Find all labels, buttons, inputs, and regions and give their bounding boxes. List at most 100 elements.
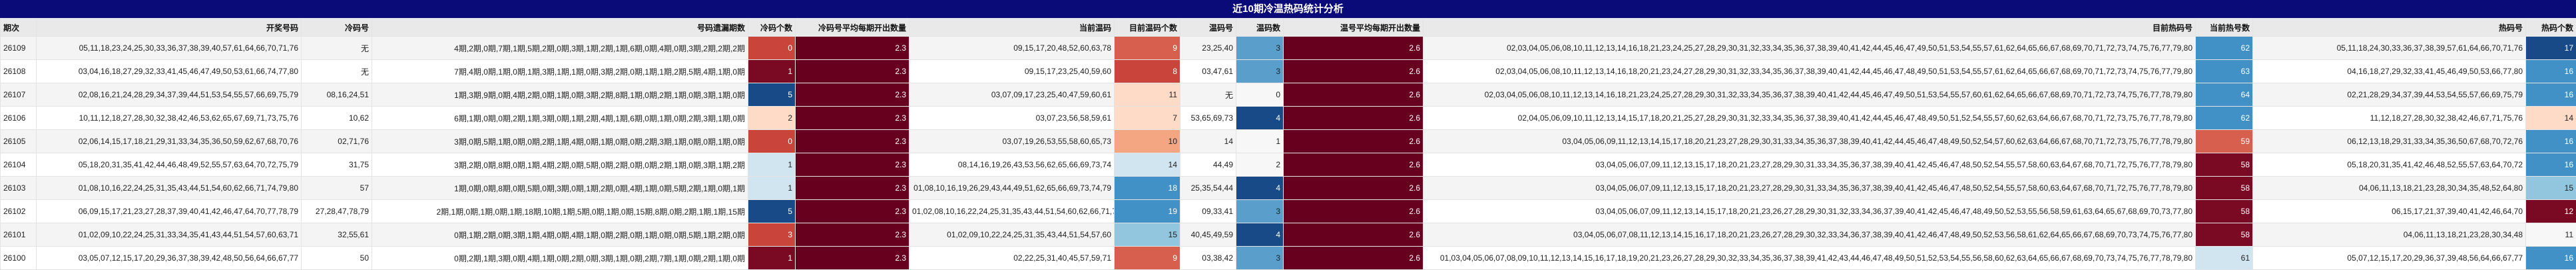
- heat-cell: 9: [1114, 246, 1180, 270]
- heat-cell: 1: [1236, 129, 1284, 153]
- heat-cell: 2: [748, 106, 796, 130]
- cell: 02,22,25,31,40,45,57,59,71: [909, 246, 1115, 270]
- cell: 05,11,18,23,24,25,30,33,36,37,38,39,40,5…: [36, 36, 302, 60]
- cell: 01,02,08,10,16,22,24,25,31,35,43,44,51,5…: [909, 199, 1115, 223]
- heat-cell: 5: [748, 83, 796, 107]
- heat-cell: 2.3: [795, 176, 909, 200]
- heat-cell: 58: [2195, 199, 2253, 223]
- cell: 03,04,05,06,07,09,11,12,13,15,17,18,20,2…: [1423, 153, 2196, 177]
- cell: 4期,2期,0期,7期,1期,5期,2期,0期,3期,1期,2期,1期,6期,0…: [372, 36, 748, 60]
- data-row: 26101 01,02,09,10,22,24,25,31,33,34,35,41…: [0, 223, 2576, 247]
- heat-cell: 4: [1236, 176, 1284, 200]
- cell: 08,16,24,51: [301, 83, 372, 107]
- heat-cell: 12: [2525, 199, 2576, 223]
- cell: 26104: [0, 153, 37, 177]
- heat-cell: 2.3: [795, 59, 909, 83]
- cell: 26101: [0, 223, 37, 247]
- cell: 26100: [0, 246, 37, 270]
- data-row: 26103 01,08,10,16,22,24,25,31,35,43,44,51…: [0, 176, 2576, 200]
- cell: 06,09,15,17,21,23,27,28,37,39,40,41,42,4…: [36, 199, 302, 223]
- heat-cell: 16: [2525, 153, 2576, 177]
- heat-cell: 2.6: [1283, 176, 1423, 200]
- heat-cell: 11: [1114, 83, 1180, 107]
- cell: 03,04,16,18,27,29,32,33,41,45,46,47,49,5…: [36, 59, 302, 83]
- cell: 09,15,17,20,48,52,60,63,78: [909, 36, 1115, 60]
- heat-cell: 3: [1236, 199, 1284, 223]
- cell: 08,14,16,19,26,43,53,56,62,65,66,69,73,7…: [909, 153, 1115, 177]
- cell: 02,03,04,05,06,08,10,11,12,13,14,16,18,2…: [1423, 59, 2196, 83]
- cell: 0期,2期,1期,3期,0期,4期,1期,0期,2期,0期,3期,1期,0期,2…: [372, 246, 748, 270]
- cell: 02,03,04,05,06,08,10,11,12,13,14,16,18,2…: [1423, 83, 2196, 107]
- cell: 7期,4期,0期,1期,0期,1期,3期,1期,1期,0期,3期,2期,0期,1…: [372, 59, 748, 83]
- cell: 04,16,18,27,29,32,33,41,45,46,49,50,53,6…: [2252, 59, 2526, 83]
- heat-cell: 16: [2525, 129, 2576, 153]
- cell: 26109: [0, 36, 37, 60]
- heat-cell: 58: [2195, 223, 2253, 247]
- cell: 无: [1180, 83, 1236, 107]
- heat-cell: 5: [748, 199, 796, 223]
- data-row: 26106 10,11,12,18,27,28,30,32,38,42,46,53…: [0, 106, 2576, 130]
- heat-cell: 3: [1236, 246, 1284, 270]
- heat-cell: 1: [748, 246, 796, 270]
- heat-cell: 1: [748, 176, 796, 200]
- data-row: 26102 06,09,15,17,21,23,27,28,37,39,40,41…: [0, 199, 2576, 223]
- heat-cell: 2.3: [795, 246, 909, 270]
- heat-cell: 16: [2525, 83, 2576, 107]
- cell: 53,65,69,73: [1180, 106, 1236, 130]
- column-header: 温码数: [1236, 18, 1284, 37]
- cell: 无: [301, 36, 372, 60]
- cell: 3期,2期,0期,8期,0期,1期,4期,2期,0期,5期,0期,2期,0期,0…: [372, 153, 748, 177]
- heat-cell: 1: [748, 153, 796, 177]
- heat-cell: 18: [1114, 176, 1180, 200]
- cell: 05,07,12,15,17,20,29,36,37,39,48,56,64,6…: [2252, 246, 2526, 270]
- heat-cell: 0: [748, 129, 796, 153]
- cell: 27,28,47,78,79: [301, 199, 372, 223]
- heat-cell: 58: [2195, 176, 2253, 200]
- cell: 26108: [0, 59, 37, 83]
- cell: 1期,3期,9期,0期,4期,2期,0期,1期,0期,3期,2期,8期,1期,0…: [372, 83, 748, 107]
- cell: 02,21,28,29,34,37,39,44,53,54,55,57,66,6…: [2252, 83, 2526, 107]
- cell: 05,18,20,31,35,41,42,46,48,52,55,57,63,6…: [2252, 153, 2526, 177]
- cell: 05,18,20,31,35,41,42,44,46,48,49,52,55,5…: [36, 153, 302, 177]
- column-header: 热码个数: [2525, 18, 2576, 37]
- data-row: 26109 05,11,18,23,24,25,30,33,36,37,38,39…: [0, 36, 2576, 60]
- heat-cell: 9: [1114, 36, 1180, 60]
- heat-cell: 2.6: [1283, 246, 1423, 270]
- cell: 01,03,04,05,06,07,08,09,10,11,12,13,14,1…: [1423, 246, 2196, 270]
- cell: 26103: [0, 176, 37, 200]
- cell: 6期,1期,0期,0期,2期,1期,3期,0期,1期,2期,4期,1期,6期,0…: [372, 106, 748, 130]
- column-header: 号码遗漏期数: [372, 18, 748, 37]
- cell: 03,07,19,26,53,55,58,60,65,73: [909, 129, 1115, 153]
- data-row: 26105 02,06,14,15,17,18,21,29,31,33,34,35…: [0, 129, 2576, 153]
- cell: 26106: [0, 106, 37, 130]
- cell: 03,38,42: [1180, 246, 1236, 270]
- cell: 03,07,23,56,58,59,61: [909, 106, 1115, 130]
- heat-cell: 2.6: [1283, 223, 1423, 247]
- heat-cell: 64: [2195, 83, 2253, 107]
- heat-cell: 2.3: [795, 106, 909, 130]
- cell: 03,05,07,12,15,17,20,29,36,37,38,39,42,4…: [36, 246, 302, 270]
- heat-cell: 2.3: [795, 199, 909, 223]
- heat-cell: 2.3: [795, 223, 909, 247]
- cell: 04,06,11,13,18,21,23,28,30,34,48: [2252, 223, 2526, 247]
- heat-cell: 16: [2525, 59, 2576, 83]
- heat-cell: 14: [2525, 106, 2576, 130]
- cell: 无: [301, 59, 372, 83]
- heat-cell: 2.6: [1283, 106, 1423, 130]
- heat-cell: 19: [1114, 199, 1180, 223]
- title-bar: 近10期冷温热码统计分析: [0, 0, 2576, 18]
- cell: 02,04,05,06,09,10,11,12,13,14,15,17,18,2…: [1423, 106, 2196, 130]
- cell: 01,08,10,16,19,26,29,43,44,49,51,62,65,6…: [909, 176, 1115, 200]
- heat-cell: 8: [1114, 59, 1180, 83]
- cell: 01,02,09,10,22,24,25,31,35,43,44,51,54,5…: [909, 223, 1115, 247]
- cell: 02,03,04,05,06,08,10,11,12,13,14,16,18,2…: [1423, 36, 2196, 60]
- data-row: 26104 05,18,20,31,35,41,42,44,46,48,49,52…: [0, 153, 2576, 177]
- heat-cell: 2.3: [795, 153, 909, 177]
- heat-cell: 2.6: [1283, 153, 1423, 177]
- column-header: 冷码号: [301, 18, 372, 37]
- cell: 02,06,14,15,17,18,21,29,31,33,34,35,36,5…: [36, 129, 302, 153]
- cell: 03,07,09,17,23,25,40,47,59,60,61: [909, 83, 1115, 107]
- heat-cell: 3: [748, 223, 796, 247]
- cell: 03,47,61: [1180, 59, 1236, 83]
